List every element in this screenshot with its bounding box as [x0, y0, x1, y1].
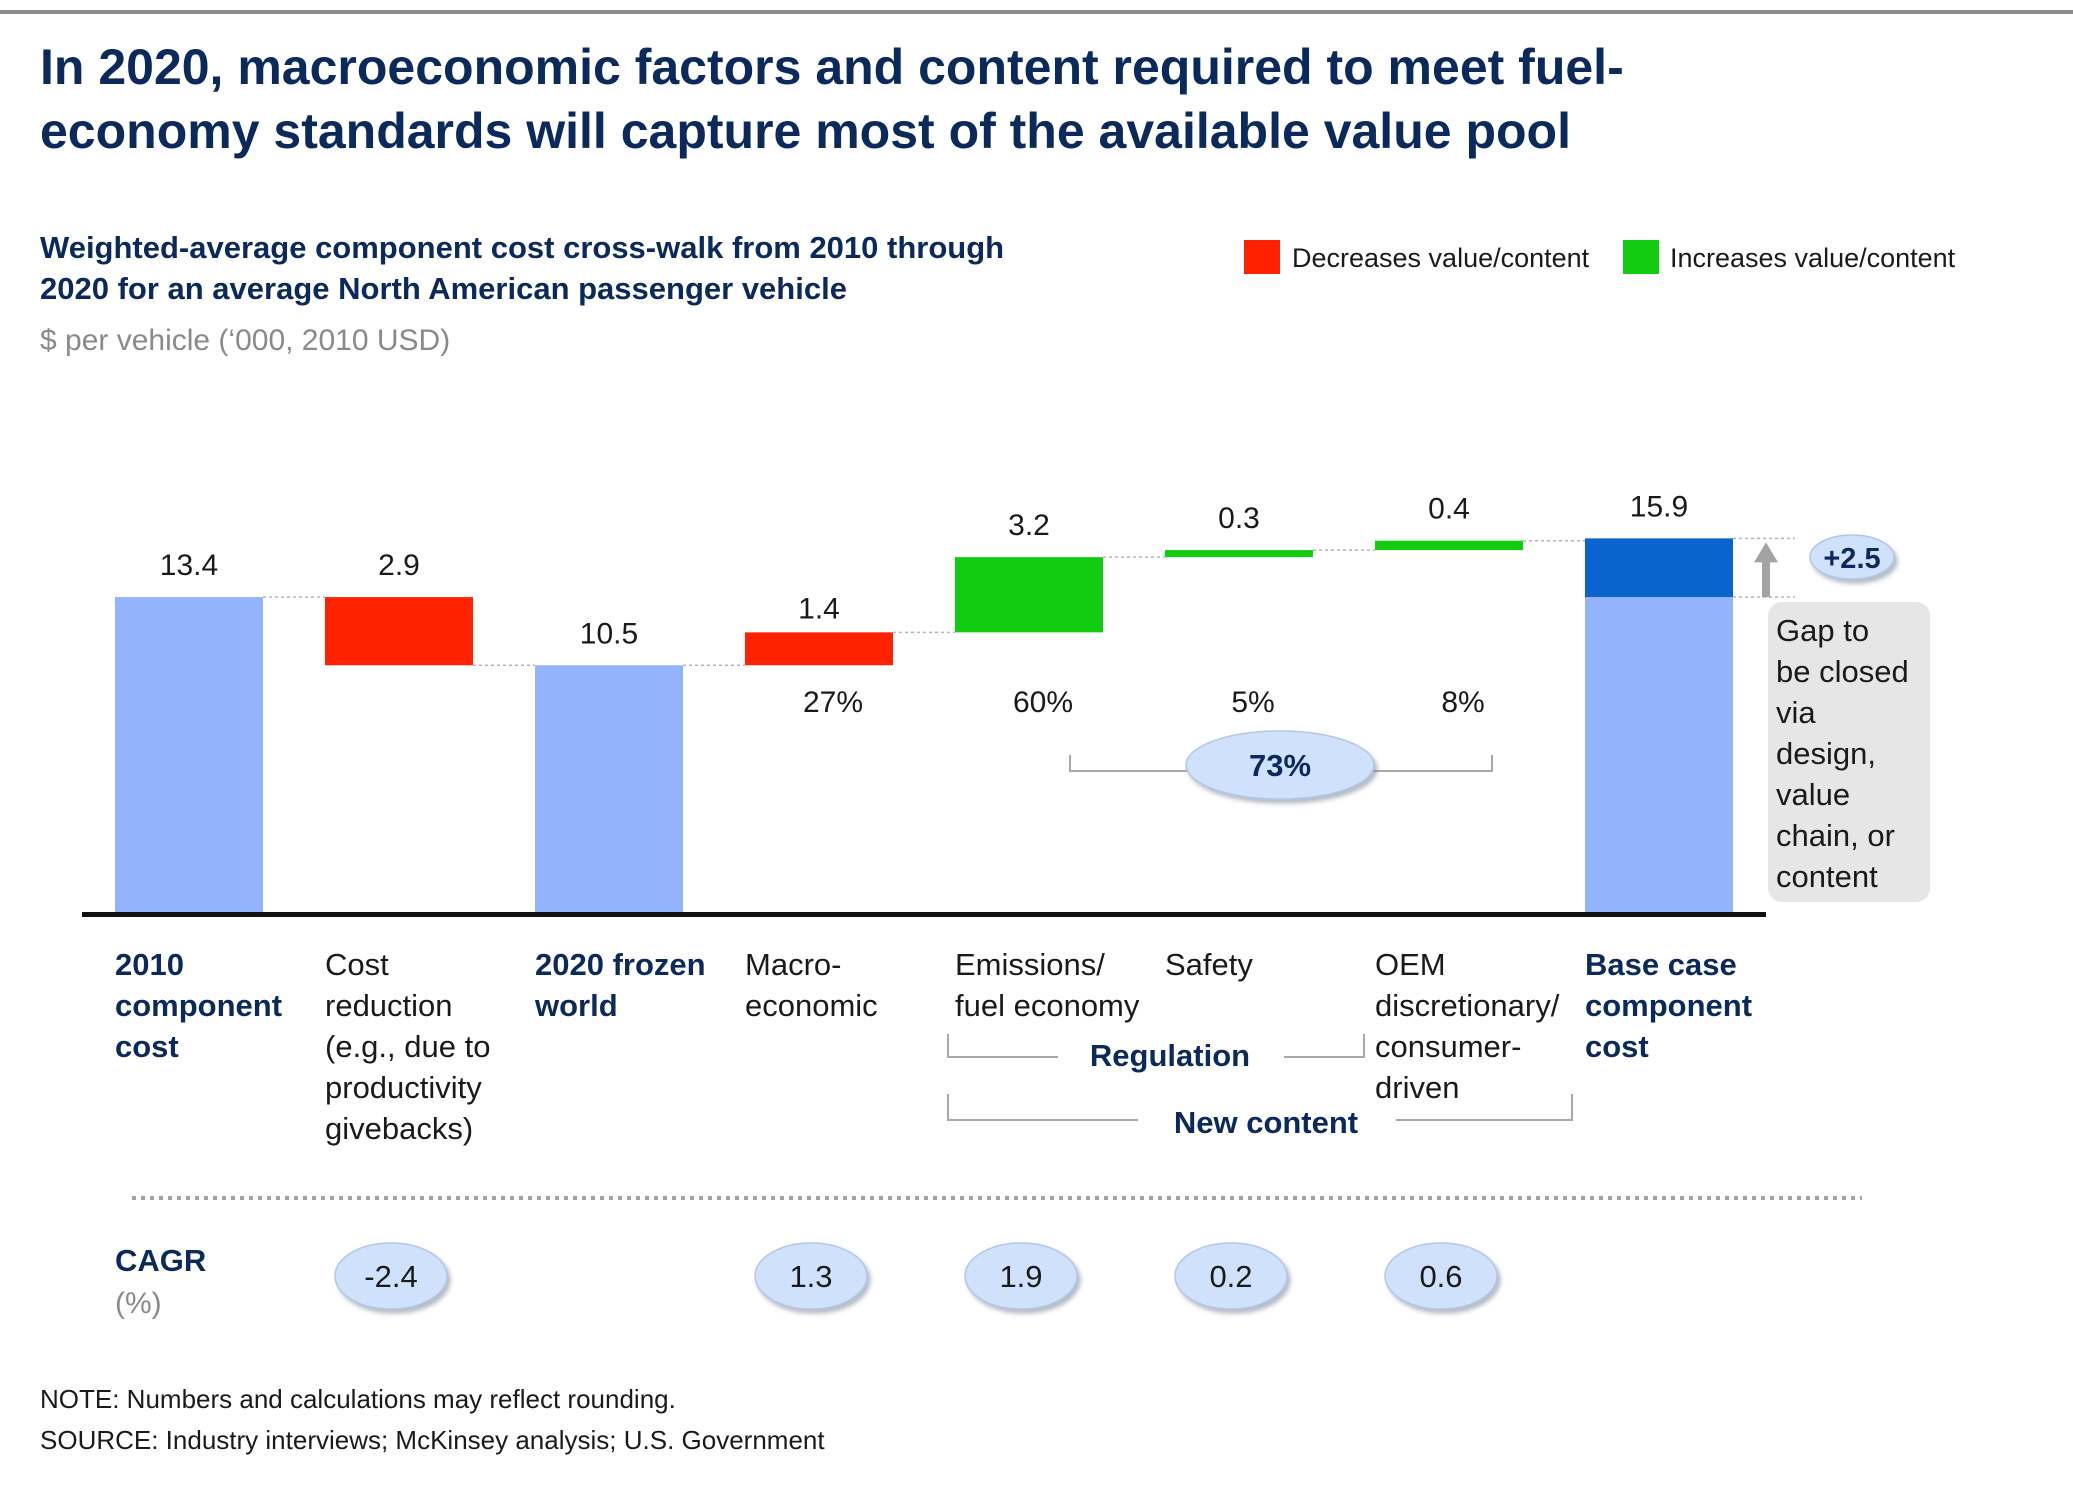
legend-label-increase: Increases value/content — [1670, 243, 1956, 273]
cagr-label: CAGR — [115, 1243, 206, 1278]
new-content-bracket — [947, 1094, 1573, 1121]
gap-bubble — [1809, 534, 1895, 580]
source-footnote: SOURCE: Industry interviews; McKinsey an… — [40, 1425, 825, 1455]
chart-subtitle-line-2: 2020 for an average North American passe… — [40, 271, 847, 306]
cagr-bubble-shape-4 — [754, 1242, 868, 1310]
share-label-4: 27% — [803, 686, 863, 719]
regulation-bracket — [947, 1034, 1365, 1058]
gap-bubble-shape — [1809, 534, 1895, 580]
category-label-7-line-1: OEM — [1375, 947, 1446, 982]
gap-note-line-5: value — [1776, 777, 1850, 812]
value-label-3: 10.5 — [580, 617, 638, 650]
bar-6 — [1165, 550, 1313, 558]
cagr-bubble-7 — [1384, 1242, 1498, 1310]
share-label-7: 8% — [1441, 686, 1484, 719]
bar-gap-to-close — [1585, 538, 1733, 598]
category-label-8-line-2: component — [1585, 988, 1752, 1023]
category-label-2-line-5: givebacks) — [325, 1111, 473, 1146]
category-label-8-line-1: Base case — [1585, 947, 1737, 982]
cagr-bubble-5 — [964, 1242, 1078, 1310]
gap-note-line-3: via — [1776, 695, 1816, 730]
gap-note-line-6: chain, or — [1776, 818, 1895, 853]
bar-1 — [115, 597, 263, 912]
bar-2 — [325, 597, 473, 666]
gap-note-line-2: be closed — [1776, 654, 1909, 689]
category-label-7-line-3: consumer- — [1375, 1029, 1521, 1064]
page-title-line-2: economy standards will capture most of t… — [40, 103, 1571, 159]
category-label-8-line-3: cost — [1585, 1029, 1649, 1064]
gap-note-line-4: design, — [1776, 736, 1876, 771]
category-label-1-line-1: 2010 — [115, 947, 184, 982]
cagr-bubble-6 — [1174, 1242, 1288, 1310]
bar-base-case-component-cost — [1585, 597, 1733, 912]
gap-note-line-7: content — [1776, 859, 1878, 894]
category-label-6-line-1: Safety — [1165, 947, 1253, 982]
category-label-4-line-2: economic — [745, 988, 878, 1023]
category-label-7-line-2: discretionary/ — [1375, 988, 1560, 1023]
cagr-value-5: 1.9 — [999, 1259, 1042, 1294]
category-label-4-line-1: Macro- — [745, 947, 841, 982]
regulation-bracket-label: Regulation — [1090, 1038, 1250, 1073]
cagr-value-7: 0.6 — [1419, 1259, 1462, 1294]
regulation-share-bubble — [1185, 730, 1375, 800]
category-label-3-line-2: world — [534, 988, 618, 1023]
category-label-7-line-4: driven — [1375, 1070, 1459, 1105]
cagr-bubble-shape-6 — [1174, 1242, 1288, 1310]
category-label-2-line-4: productivity — [325, 1070, 482, 1105]
legend-swatch-decrease — [1244, 240, 1280, 274]
cagr-unit: (%) — [115, 1287, 162, 1320]
cagr-bubble-shape-5 — [964, 1242, 1078, 1310]
gap-note-box — [1768, 602, 1930, 902]
share-label-5: 60% — [1013, 686, 1073, 719]
page-title-line-1: In 2020, macroeconomic factors and conte… — [40, 39, 1624, 95]
legend-swatch-increase — [1623, 240, 1659, 274]
value-label-1: 13.4 — [160, 549, 218, 582]
bar-4 — [745, 632, 893, 666]
legend-label-decrease: Decreases value/content — [1292, 243, 1590, 273]
category-label-2-line-2: reduction — [325, 988, 453, 1023]
plot-area: 13.4 2010 component cost 2.9 Cost reduction (e.… — [115, 490, 1930, 1310]
note-footnote: NOTE: Numbers and calculations may refle… — [40, 1384, 676, 1414]
cagr-bubble-4 — [754, 1242, 868, 1310]
gap-arrow-head — [1754, 542, 1778, 563]
category-label-3-line-1: 2020 frozen — [535, 947, 706, 982]
new-content-bracket-label: New content — [1174, 1105, 1358, 1140]
gap-note-line-1: Gap to — [1776, 613, 1869, 648]
value-label-5: 3.2 — [1008, 509, 1050, 542]
value-label-4: 1.4 — [798, 592, 840, 625]
unit-label: $ per vehicle (‘000, 2010 USD) — [40, 324, 450, 357]
cagr-bubble-2 — [334, 1242, 448, 1310]
value-label-8: 15.9 — [1630, 490, 1688, 523]
legend: Decreases value/content Increases value/… — [1244, 240, 1956, 274]
value-label-6: 0.3 — [1218, 502, 1260, 535]
cagr-value-2: -2.4 — [364, 1259, 417, 1294]
share-label-6: 5% — [1231, 686, 1274, 719]
top-rule — [0, 10, 2073, 14]
regulation-share-label: 73% — [1249, 748, 1311, 783]
share-bracket — [1069, 755, 1493, 772]
cagr-value-4: 1.3 — [789, 1259, 832, 1294]
category-label-5-line-2: fuel economy — [955, 988, 1140, 1023]
cagr-value-6: 0.2 — [1209, 1259, 1252, 1294]
category-label-1-line-3: cost — [115, 1029, 179, 1064]
category-label-5-line-1: Emissions/ — [955, 947, 1105, 982]
bar-5 — [955, 557, 1103, 633]
bar-7 — [1375, 540, 1523, 551]
value-label-2: 2.9 — [378, 549, 420, 582]
category-label-1-line-2: component — [115, 988, 282, 1023]
category-label-2-line-1: Cost — [325, 947, 389, 982]
category-label-2-line-3: (e.g., due to — [325, 1029, 490, 1064]
value-label-7: 0.4 — [1428, 493, 1470, 526]
gap-arrow-shaft — [1762, 558, 1770, 598]
cagr-bubble-shape-7 — [1384, 1242, 1498, 1310]
bar-3 — [535, 665, 683, 912]
chart-subtitle-line-1: Weighted-average component cost cross-wa… — [40, 230, 1004, 265]
x-axis-baseline — [82, 912, 1766, 917]
gap-bubble-label: +2.5 — [1823, 543, 1880, 575]
cagr-bubble-shape-2 — [334, 1242, 448, 1310]
